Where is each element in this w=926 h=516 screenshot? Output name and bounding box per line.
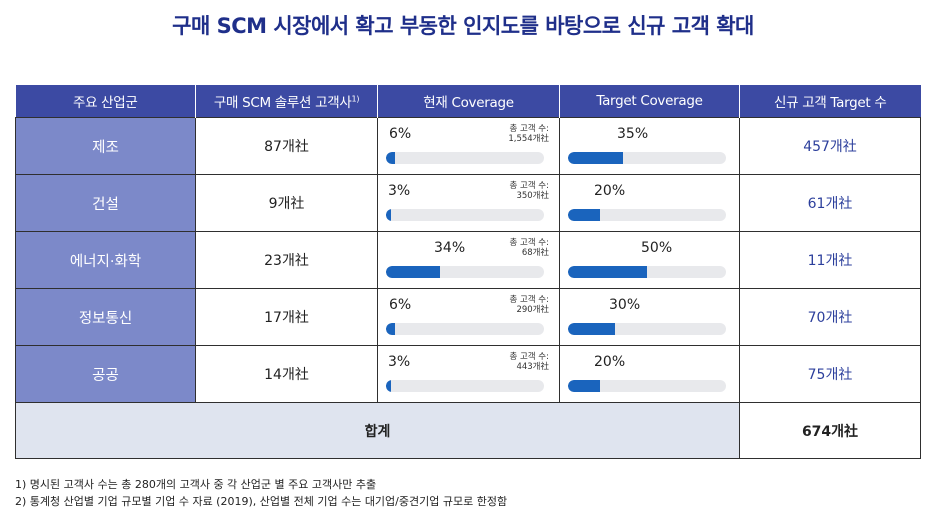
new-target-cell: 75개社 — [739, 345, 921, 403]
target-coverage-percent: 20% — [594, 183, 626, 199]
target-coverage-percent: 50% — [641, 240, 673, 256]
target-coverage-track — [568, 266, 726, 278]
total-row: 합계 674개社 — [15, 402, 921, 459]
current-coverage-cell: 3% 총 고객 수: 443개社 — [377, 345, 560, 403]
customer-count-cell: 17개社 — [195, 288, 378, 346]
target-coverage-bar — [568, 152, 624, 164]
coverage-table: 주요 산업군 구매 SCM 솔루션 고객사1) 현재 Coverage Targ… — [15, 85, 921, 459]
new-target-cell: 61개社 — [739, 174, 921, 232]
table-row: 공공 14개社 3% 총 고객 수: 443개社 20% 75개社 — [15, 345, 921, 403]
industry-cell: 정보통신 — [15, 288, 196, 346]
target-coverage-cell: 35% — [559, 117, 740, 175]
current-coverage-bar — [386, 152, 396, 164]
current-coverage-cell: 6% 총 고객 수: 290개社 — [377, 288, 560, 346]
total-customers-value: 443개社 — [516, 362, 549, 372]
target-coverage-cell: 20% — [559, 174, 740, 232]
total-customers-note: 총 고객 수: 290개社 — [509, 295, 549, 315]
total-customers-label: 총 고객 수: — [509, 124, 549, 134]
total-customers-label: 총 고객 수: — [509, 352, 549, 362]
total-value: 674개社 — [739, 402, 921, 459]
current-coverage-cell: 3% 총 고객 수: 350개社 — [377, 174, 560, 232]
table-row: 제조 87개社 6% 총 고객 수: 1,554개社 35% 457개社 — [15, 117, 921, 175]
target-coverage-track — [568, 380, 726, 392]
target-coverage-percent: 20% — [594, 354, 626, 370]
industry-cell: 에너지·화학 — [15, 231, 196, 289]
header-current-coverage: 현재 Coverage — [377, 85, 560, 118]
total-customers-note: 총 고객 수: 350개社 — [509, 181, 549, 201]
current-coverage-percent: 3% — [388, 183, 411, 199]
industry-cell: 건설 — [15, 174, 196, 232]
total-customers-note: 총 고객 수: 68개社 — [509, 238, 549, 258]
table-row: 건설 9개社 3% 총 고객 수: 350개社 20% 61개社 — [15, 174, 921, 232]
target-coverage-bar — [568, 323, 616, 335]
target-coverage-track — [568, 152, 726, 164]
current-coverage-percent: 6% — [389, 297, 412, 313]
header-customers: 구매 SCM 솔루션 고객사1) — [195, 85, 378, 118]
total-customers-label: 총 고객 수: — [509, 238, 549, 248]
target-coverage-percent: 30% — [609, 297, 641, 313]
target-coverage-percent: 35% — [617, 126, 649, 142]
current-coverage-bar — [386, 380, 391, 392]
current-coverage-bar — [386, 266, 440, 278]
table-header-row: 주요 산업군 구매 SCM 솔루션 고객사1) 현재 Coverage Targ… — [15, 85, 921, 118]
header-target-coverage: Target Coverage — [559, 85, 740, 118]
target-coverage-cell: 20% — [559, 345, 740, 403]
header-new-target: 신규 고객 Target 수 — [739, 85, 921, 118]
header-customers-footnote-ref: 1) — [351, 94, 360, 104]
footnote-1: 1) 명시된 고객사 수는 총 280개의 고객사 중 각 산업군 별 주요 고… — [15, 478, 377, 491]
current-coverage-percent: 6% — [389, 126, 412, 142]
current-coverage-track — [386, 380, 544, 392]
total-customers-value: 290개社 — [516, 305, 549, 315]
total-customers-note: 총 고객 수: 1,554개社 — [508, 124, 549, 144]
customer-count-cell: 9개社 — [195, 174, 378, 232]
industry-cell: 제조 — [15, 117, 196, 175]
current-coverage-bar — [386, 323, 396, 335]
footnote-2: 2) 통계청 산업별 기업 규모별 기업 수 자료 (2019), 산업별 전체… — [15, 495, 508, 508]
total-customers-value: 1,554개社 — [508, 134, 549, 144]
current-coverage-cell: 34% 총 고객 수: 68개社 — [377, 231, 560, 289]
current-coverage-track — [386, 323, 544, 335]
target-coverage-bar — [568, 380, 600, 392]
target-coverage-cell: 30% — [559, 288, 740, 346]
industry-cell: 공공 — [15, 345, 196, 403]
table-row: 에너지·화학 23개社 34% 총 고객 수: 68개社 50% 11개社 — [15, 231, 921, 289]
new-target-cell: 11개社 — [739, 231, 921, 289]
customer-count-cell: 14개社 — [195, 345, 378, 403]
target-coverage-bar — [568, 209, 600, 221]
total-customers-label: 총 고객 수: — [509, 295, 549, 305]
current-coverage-track — [386, 209, 544, 221]
total-customers-label: 총 고객 수: — [509, 181, 549, 191]
table-row: 정보통신 17개社 6% 총 고객 수: 290개社 30% 70개社 — [15, 288, 921, 346]
current-coverage-cell: 6% 총 고객 수: 1,554개社 — [377, 117, 560, 175]
customer-count-cell: 23개社 — [195, 231, 378, 289]
total-customers-value: 68개社 — [521, 248, 549, 258]
page-title: 구매 SCM 시장에서 확고 부동한 인지도를 바탕으로 신규 고객 확대 — [172, 14, 754, 38]
current-coverage-percent: 34% — [434, 240, 466, 256]
target-coverage-cell: 50% — [559, 231, 740, 289]
current-coverage-track — [386, 266, 544, 278]
footnotes: 1) 명시된 고객사 수는 총 280개의 고객사 중 각 산업군 별 주요 고… — [15, 476, 507, 510]
target-coverage-bar — [568, 266, 647, 278]
current-coverage-track — [386, 152, 544, 164]
customer-count-cell: 87개社 — [195, 117, 378, 175]
header-industry: 주요 산업군 — [15, 85, 196, 118]
total-label: 합계 — [15, 402, 740, 459]
target-coverage-track — [568, 209, 726, 221]
target-coverage-track — [568, 323, 726, 335]
total-customers-note: 총 고객 수: 443개社 — [509, 352, 549, 372]
current-coverage-percent: 3% — [388, 354, 411, 370]
total-customers-value: 350개社 — [516, 191, 549, 201]
new-target-cell: 70개社 — [739, 288, 921, 346]
current-coverage-bar — [386, 209, 391, 221]
new-target-cell: 457개社 — [739, 117, 921, 175]
